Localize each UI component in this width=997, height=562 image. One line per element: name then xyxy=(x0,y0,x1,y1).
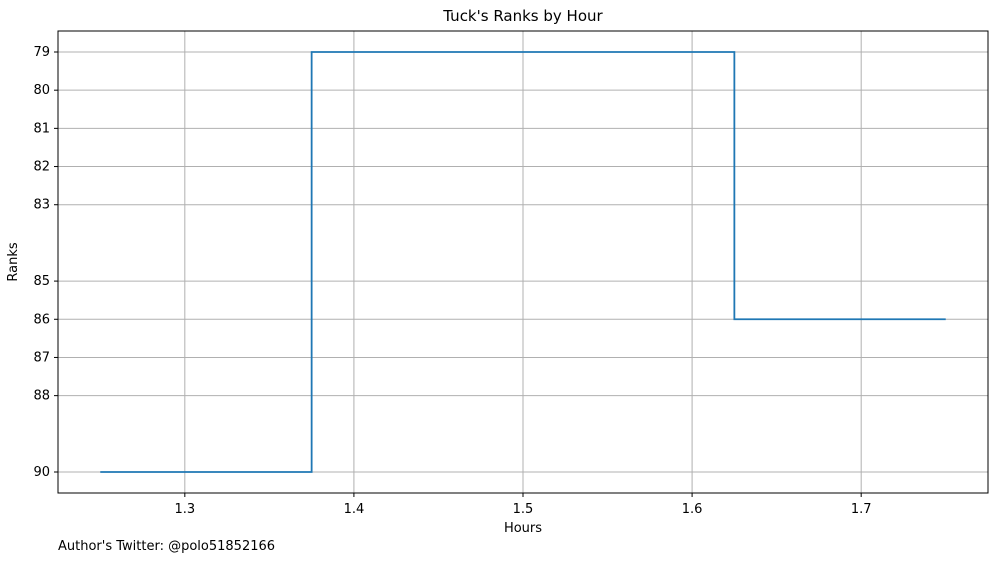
y-tick-label: 83 xyxy=(33,198,50,213)
x-axis-label: Hours xyxy=(504,521,542,536)
y-tick-label: 86 xyxy=(33,312,50,327)
author-twitter-note: Author's Twitter: @polo51852166 xyxy=(58,539,275,554)
series-layer xyxy=(100,51,946,473)
x-tick-label: 1.3 xyxy=(174,502,195,517)
x-tick-label: 1.7 xyxy=(851,502,872,517)
y-tick-label: 79 xyxy=(33,45,50,60)
y-tick-label: 88 xyxy=(33,389,50,404)
chart-title: Tuck's Ranks by Hour xyxy=(442,7,603,25)
y-tick-label: 90 xyxy=(33,465,50,480)
y-tick-label: 81 xyxy=(33,121,50,136)
x-tick-label: 1.5 xyxy=(513,502,534,517)
y-tick-label: 85 xyxy=(33,274,50,289)
y-tick-label: 82 xyxy=(33,160,50,175)
x-tick-label: 1.6 xyxy=(682,502,703,517)
y-axis-label: Ranks xyxy=(6,242,21,281)
x-tick-label: 1.4 xyxy=(344,502,365,517)
y-tick-label: 87 xyxy=(33,350,50,365)
y-axis: 79 80 81 82 83 85 86 87 88 90 xyxy=(33,45,58,480)
rank-step-line xyxy=(100,51,946,473)
x-axis: 1.3 1.4 1.5 1.6 1.7 xyxy=(174,493,872,517)
y-tick-label: 80 xyxy=(33,83,50,98)
grid-layer xyxy=(58,31,988,493)
